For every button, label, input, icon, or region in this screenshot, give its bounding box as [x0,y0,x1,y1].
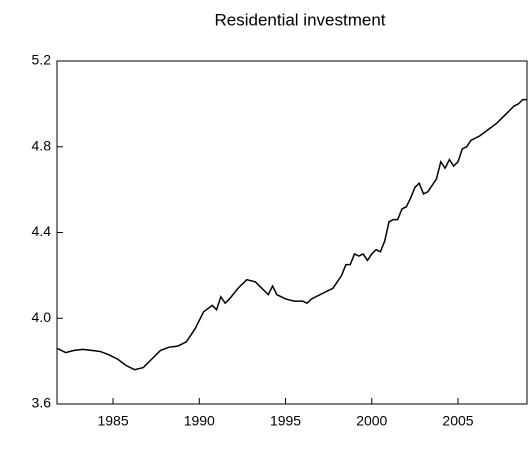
y-tick-label: 4.8 [32,137,52,153]
line [56,98,527,371]
y-tick-label: 5.2 [32,52,52,68]
x-tick-label: 1995 [270,413,301,429]
y-tick-label: 3.6 [32,395,52,411]
x-tick-label: 1985 [97,413,128,429]
y-tick-label: 4.0 [32,309,52,325]
y-tick-label: 4.4 [32,223,52,239]
x-tick-label: 2005 [442,413,473,429]
plot-frame [56,60,528,405]
chart-title: Residential investment [214,10,385,29]
x-tick-label: 2000 [356,413,387,429]
x-tick-label: 1990 [184,413,215,429]
